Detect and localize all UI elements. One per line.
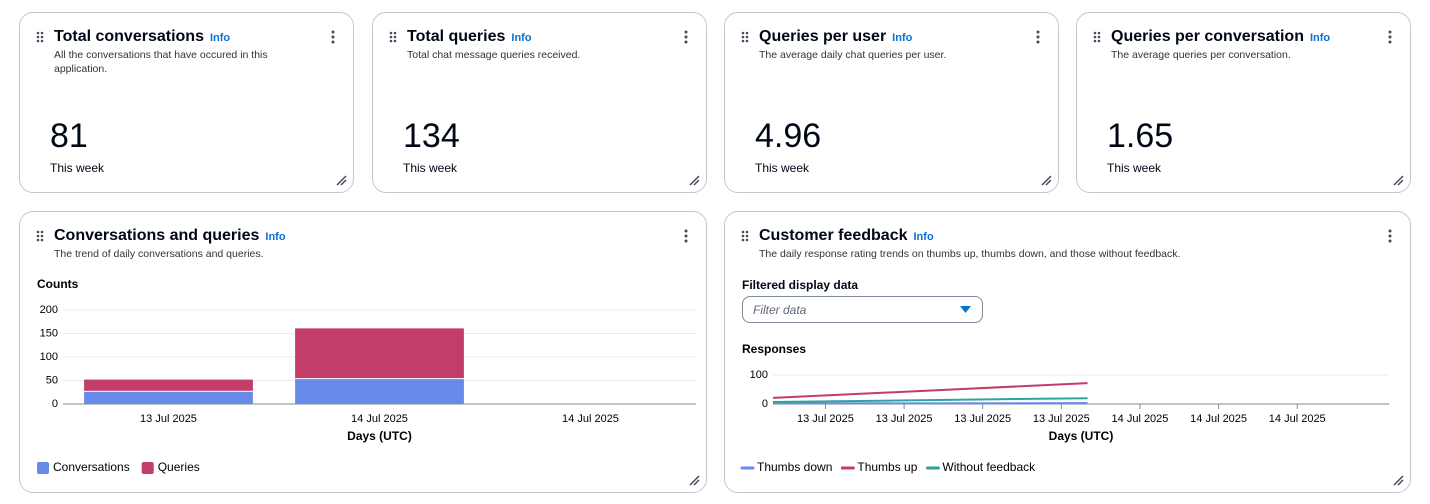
- drag-handle[interactable]: [741, 31, 749, 43]
- title-text: Queries per conversation: [1111, 28, 1304, 45]
- metric-value: 134: [403, 117, 460, 155]
- title-text: Customer feedback: [759, 227, 908, 244]
- metric-value: 1.65: [1107, 117, 1174, 155]
- panel-description: The daily response rating trends on thum…: [759, 248, 1181, 260]
- legend-swatch: [37, 462, 49, 474]
- drag-handle[interactable]: [36, 230, 44, 242]
- drag-handle[interactable]: [1093, 31, 1101, 43]
- menu-button[interactable]: [1388, 30, 1392, 44]
- card-description: The average daily chat queries per user.: [759, 49, 947, 61]
- x-tick-label: 13 Jul 2025: [876, 413, 933, 425]
- menu-button[interactable]: [684, 229, 688, 243]
- resize-handle[interactable]: [688, 174, 700, 186]
- legend-label: Thumbs down: [757, 460, 832, 474]
- resize-handle[interactable]: [335, 174, 347, 186]
- x-tick-label: 13 Jul 2025: [1033, 413, 1090, 425]
- title-text: Queries per user: [759, 28, 887, 45]
- panel-description: The trend of daily conversations and que…: [54, 248, 264, 260]
- info-link[interactable]: Info: [1309, 32, 1331, 44]
- x-axis-title: Days (UTC): [347, 429, 412, 443]
- y-tick-label: 100: [750, 369, 768, 381]
- y-axis-title: Counts: [37, 277, 79, 291]
- title-text: Total conversations: [54, 28, 204, 45]
- y-axis-title: Responses: [742, 342, 806, 356]
- x-tick-label: 14 Jul 2025: [562, 413, 619, 425]
- bar-segment: [84, 379, 253, 391]
- resize-handle[interactable]: [688, 474, 700, 486]
- chart: Counts 0 50 100 150 200 Days (UTC) 13 Jul 2025 1…: [37, 277, 696, 474]
- bar-segment: [295, 328, 464, 379]
- x-tick-label: 14 Jul 2025: [351, 413, 408, 425]
- y-tick-label: 100: [40, 351, 58, 363]
- card-description: The average queries per conversation.: [1111, 49, 1291, 61]
- card-title: Queries per conversation Info: [1111, 28, 1330, 46]
- chart-panel: Counts 0 50 100 150 200 Days (UTC) 13 Jul 2025 1…: [19, 211, 707, 493]
- filter-placeholder: Filter data: [753, 303, 807, 317]
- title-text: Conversations and queries: [54, 227, 260, 244]
- legend-label: Queries: [158, 460, 200, 474]
- chart: Responses 0 100 Days (UTC) 13 Jul 2025 13 Jul…: [740, 342, 1389, 474]
- card-description: All the conversations that have occured …: [54, 49, 268, 75]
- menu-button[interactable]: [1036, 30, 1040, 44]
- filter-select[interactable]: Filter data: [742, 296, 983, 323]
- bar-segment: [84, 391, 253, 404]
- legend-label: Conversations: [53, 460, 130, 474]
- info-link[interactable]: Info: [265, 231, 286, 243]
- y-tick-label: 50: [46, 374, 58, 386]
- metric-value: 81: [50, 117, 88, 155]
- x-tick-label: 14 Jul 2025: [1269, 413, 1326, 425]
- legend-label: Without feedback: [942, 460, 1036, 474]
- info-link[interactable]: Info: [209, 32, 231, 44]
- metric-period: This week: [1107, 161, 1162, 175]
- filter-label: Filtered display data: [742, 278, 859, 292]
- menu-button[interactable]: [331, 30, 335, 44]
- drag-handle[interactable]: [741, 230, 749, 242]
- panel-title: Customer feedback Info: [759, 227, 934, 245]
- y-tick-label: 0: [52, 398, 58, 410]
- metric-value: 4.96: [755, 117, 822, 155]
- bar-segment: [295, 379, 464, 404]
- menu-button[interactable]: [1388, 229, 1392, 243]
- info-link[interactable]: Info: [511, 32, 532, 44]
- dropdown-arrow: [960, 306, 971, 313]
- card-title: Queries per user Info: [759, 28, 912, 46]
- title-text: Total queries: [407, 28, 506, 45]
- resize-handle[interactable]: [1392, 174, 1404, 186]
- metric-period: This week: [50, 161, 105, 175]
- drag-handle[interactable]: [389, 31, 397, 43]
- menu-button[interactable]: [684, 30, 688, 44]
- x-tick-label: 14 Jul 2025: [1190, 413, 1247, 425]
- card-title: Total queries Info: [407, 28, 532, 46]
- x-tick-label: 14 Jul 2025: [1112, 413, 1169, 425]
- y-tick-label: 150: [40, 327, 58, 339]
- x-tick-label: 13 Jul 2025: [140, 413, 197, 425]
- resize-handle[interactable]: [1040, 174, 1052, 186]
- info-link[interactable]: Info: [913, 231, 934, 243]
- chart-panel: Responses 0 100 Days (UTC) 13 Jul 2025 13 Jul…: [724, 211, 1411, 493]
- panel-title: Conversations and queries Info: [54, 227, 286, 245]
- resize-handle[interactable]: [1392, 474, 1404, 486]
- x-tick-label: 13 Jul 2025: [797, 413, 854, 425]
- drag-handle[interactable]: [36, 31, 44, 43]
- y-tick-label: 200: [40, 304, 58, 316]
- x-tick-label: 13 Jul 2025: [954, 413, 1011, 425]
- info-link[interactable]: Info: [892, 32, 913, 44]
- metric-card: Queries per user Info The average daily c…: [724, 12, 1059, 193]
- card-description: Total chat message queries received.: [407, 49, 581, 61]
- metric-period: This week: [403, 161, 458, 175]
- legend-swatch: [141, 462, 154, 474]
- metric-card: Total conversations Info All the conversa…: [19, 12, 354, 193]
- legend-label: Thumbs up: [857, 460, 917, 474]
- metric-card: Total queries Info Total chat message que…: [372, 12, 707, 193]
- metric-card: Queries per conversation Info The average…: [1076, 12, 1411, 193]
- card-title: Total conversations Info: [54, 28, 230, 46]
- metric-period: This week: [755, 161, 810, 175]
- y-tick-label: 0: [762, 398, 768, 410]
- x-axis-title: Days (UTC): [1049, 429, 1114, 443]
- series-line: [772, 397, 1088, 403]
- series-line: [772, 382, 1088, 399]
